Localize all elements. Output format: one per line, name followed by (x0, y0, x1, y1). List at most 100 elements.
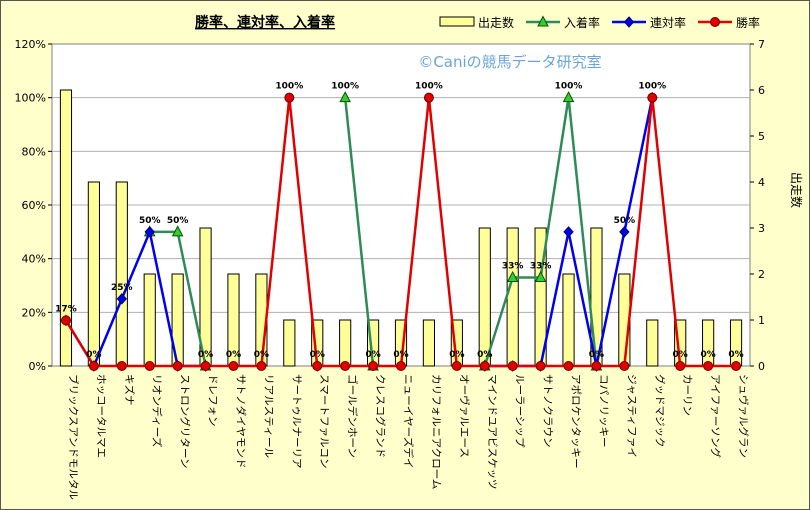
x-tick-label: アイファーソング (709, 374, 722, 458)
x-tick-label: キズナ (123, 374, 136, 406)
legend-label: 勝率 (736, 15, 760, 30)
marker-diamond (144, 226, 155, 238)
legend-label: 出走数 (478, 15, 514, 30)
x-tick-label: カリフォルニアクローム (430, 374, 442, 490)
marker-circle (256, 361, 267, 371)
marker-circle (703, 361, 714, 371)
marker-triangle (171, 225, 184, 237)
bar (59, 89, 73, 367)
data-label: 100% (638, 82, 666, 92)
x-tick-label: シュヴァルグラン (737, 374, 750, 458)
marker-diamond (619, 226, 630, 238)
data-label: 50% (139, 216, 161, 226)
legend-label: 入着率 (564, 15, 600, 30)
legend: 出走数 入着率 連対率 勝率 (439, 15, 760, 30)
y2-tick-label: 6 (758, 84, 765, 97)
x-tick-label: クレスコグランド (374, 374, 387, 458)
y2-tick-label: 3 (758, 222, 765, 235)
legend-label: 連対率 (650, 15, 686, 30)
bar (506, 227, 519, 367)
x-tick-label: グッドマジック (653, 374, 666, 448)
data-label: 0% (393, 350, 408, 360)
data-label: 25% (111, 283, 133, 293)
data-label: 0% (226, 350, 241, 360)
y2-tick-label: 2 (758, 268, 765, 281)
data-label: 50% (167, 216, 189, 226)
marker-circle (144, 361, 155, 371)
marker-circle (228, 361, 239, 371)
data-label: 100% (331, 82, 359, 92)
bar (87, 181, 100, 367)
y2-tick-label: 4 (758, 176, 765, 189)
data-label: 33% (502, 261, 524, 271)
y-tick-label: 80% (22, 145, 46, 158)
data-label: 0% (477, 350, 492, 360)
x-tick-label: カーリン (681, 374, 693, 416)
data-label: 0% (449, 350, 464, 360)
marker-circle (200, 361, 211, 371)
y2-tick-label: 1 (758, 314, 765, 327)
marker-circle (340, 361, 351, 371)
x-tick-label: サートゥルナーリア (290, 374, 302, 469)
bar (143, 273, 156, 367)
data-label: 0% (673, 350, 688, 360)
data-labels: 17% 0% 25% 50% 50% 0% 0% 0% 100% 0% 100% 0% 0% 100% 0%… (55, 82, 743, 360)
marker-circle (423, 92, 434, 103)
bar (283, 319, 296, 367)
line-series (60, 91, 742, 372)
data-label: 0% (254, 350, 269, 360)
data-label: 0% (198, 350, 213, 360)
x-tick-label: ストロングリターン (179, 374, 192, 469)
marker-circle (535, 361, 546, 371)
y2-tick-label: 5 (758, 130, 765, 143)
x-tick-label: リアルスティール (262, 374, 274, 458)
x-tick-label: オーヴァルエース (458, 374, 471, 458)
data-label: 0% (700, 350, 715, 360)
marker-circle (647, 92, 658, 103)
x-tick-label: サトノダイヤモンド (234, 374, 247, 469)
bar (339, 319, 352, 367)
y2-tick-label: 0 (758, 360, 765, 373)
bar-series (59, 89, 743, 367)
bar (422, 319, 436, 367)
marker-circle (396, 361, 406, 371)
bar (562, 273, 575, 367)
marker-circle (172, 361, 183, 371)
data-label: 33% (530, 261, 552, 271)
y-axis-left: 0% 20% 40% 60% 80% 100% 120% (15, 38, 52, 373)
marker-circle (675, 361, 686, 371)
marker-circle (619, 361, 630, 371)
legend-item: 出走数 (439, 15, 514, 30)
marker-triangle (537, 15, 549, 27)
marker-circle (731, 361, 742, 371)
y2-axis-label: 出走数 (789, 172, 804, 208)
data-label: 0% (310, 350, 325, 360)
x-tick-label: ゴールデンホーン (346, 374, 359, 458)
x-tick-label: ニューイヤーズデイ (402, 374, 415, 469)
marker-circle (312, 361, 323, 371)
y-axis-right: 0 1 2 3 4 5 6 7 (750, 38, 765, 373)
legend-item: 入着率 (526, 15, 600, 30)
data-label: 0% (86, 350, 101, 360)
data-label: 50% (614, 216, 636, 226)
marker-circle (591, 361, 602, 371)
marker-circle (451, 361, 462, 371)
marker-circle (368, 361, 379, 371)
x-tick-label: コパノリッキー (597, 374, 609, 448)
marker-diamond (563, 226, 574, 238)
marker-circle (88, 361, 99, 371)
x-tick-label: ジャスティファイ (625, 374, 637, 458)
x-tick-label: スマートファルコン (318, 374, 330, 469)
marker-triangle (506, 270, 519, 282)
data-label: 100% (275, 82, 303, 92)
x-tick-label: ブリックスアンドモルタル (67, 374, 80, 500)
marker-circle (284, 92, 295, 103)
marker-triangle (534, 270, 547, 282)
x-tick-label: アポロケンタッキー (570, 374, 582, 469)
bar (478, 227, 491, 367)
y-tick-label: 60% (22, 199, 46, 212)
data-label: 100% (415, 82, 443, 92)
y-tick-label: 120% (15, 38, 46, 51)
x-tick-label: サトノクラウン (542, 374, 554, 448)
